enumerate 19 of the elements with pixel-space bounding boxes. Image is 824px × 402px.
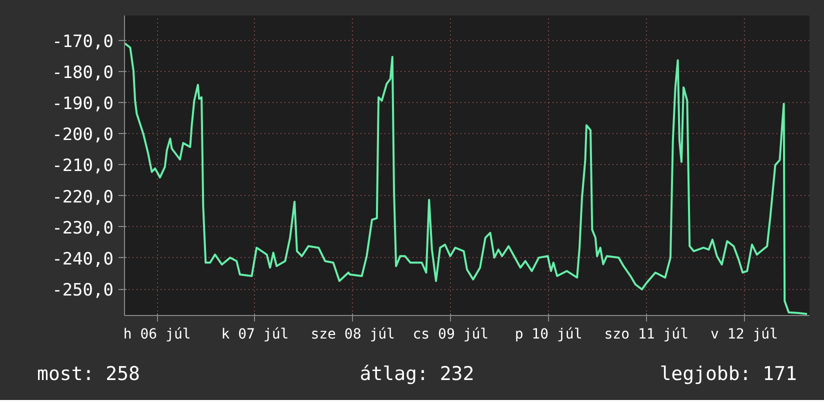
y-tick-label: -180,0 [52,62,114,83]
y-tick-label: -170,0 [52,32,114,52]
text: most: 258 [37,362,141,387]
y-tick-label: -190,0 [52,94,114,114]
text: átlag: 232 [358,362,476,387]
y-tick-label: -250,0 [52,280,114,301]
x-tick-label: h 06 júl [123,326,191,342]
x-tick-label: cs 09 júl [412,326,489,342]
x-tick-label: sze 08 júl [310,326,395,342]
x-tick-label: v 12 júl [710,326,778,342]
text: legjobb: 171 [658,362,797,387]
x-tick-label: szo 11 júl [604,326,689,342]
y-tick-label: -230,0 [52,218,114,238]
x-tick-label: p 10 júl [514,326,582,342]
y-tick-label: -210,0 [52,156,114,176]
x-tick-label: k 07 júl [221,326,289,342]
y-tick-label: -220,0 [52,187,114,208]
y-tick-label: -200,0 [52,125,114,146]
y-tick-label: -240,0 [52,249,114,270]
